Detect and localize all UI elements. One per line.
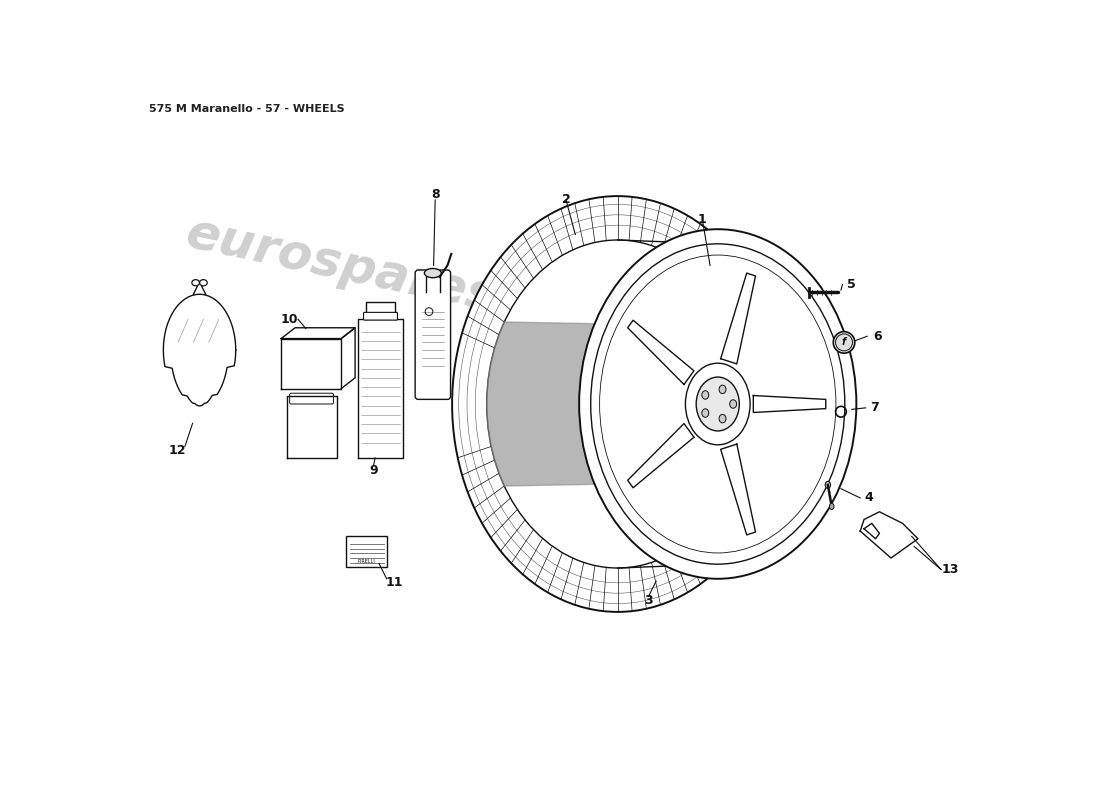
Text: 1: 1 <box>698 213 706 226</box>
Ellipse shape <box>834 332 855 353</box>
Text: 4: 4 <box>865 491 873 505</box>
Text: 2: 2 <box>562 194 571 206</box>
Ellipse shape <box>579 230 856 578</box>
Ellipse shape <box>729 400 737 408</box>
Polygon shape <box>754 395 826 413</box>
Text: 7: 7 <box>870 402 879 414</box>
Ellipse shape <box>719 414 726 423</box>
Ellipse shape <box>487 240 749 568</box>
Polygon shape <box>487 322 607 486</box>
Text: 5: 5 <box>847 278 856 291</box>
Text: eurospares: eurospares <box>519 276 839 378</box>
Text: eurospares: eurospares <box>180 209 500 322</box>
FancyBboxPatch shape <box>363 312 397 320</box>
Polygon shape <box>720 273 756 364</box>
Text: 11: 11 <box>386 576 403 589</box>
Text: f: f <box>842 338 846 347</box>
Polygon shape <box>720 444 756 535</box>
Text: 3: 3 <box>645 594 652 607</box>
FancyBboxPatch shape <box>345 537 387 567</box>
Text: 9: 9 <box>370 465 378 478</box>
Text: eurospares: eurospares <box>583 528 775 557</box>
Text: 12: 12 <box>168 444 186 457</box>
Ellipse shape <box>425 269 441 278</box>
Ellipse shape <box>591 244 845 564</box>
Text: 8: 8 <box>431 188 440 201</box>
FancyBboxPatch shape <box>415 270 451 399</box>
Text: 6: 6 <box>872 330 881 342</box>
Ellipse shape <box>829 503 834 510</box>
Ellipse shape <box>452 196 783 612</box>
Text: 575 M Maranello - 57 - WHEELS: 575 M Maranello - 57 - WHEELS <box>150 104 345 114</box>
Polygon shape <box>628 320 694 385</box>
Ellipse shape <box>696 377 739 431</box>
Ellipse shape <box>719 385 726 394</box>
Ellipse shape <box>685 363 750 445</box>
Ellipse shape <box>702 390 708 399</box>
Text: 10: 10 <box>280 313 298 326</box>
Text: 13: 13 <box>942 563 959 576</box>
Ellipse shape <box>825 482 830 488</box>
Polygon shape <box>628 423 694 488</box>
Ellipse shape <box>702 409 708 418</box>
Text: PIRELLI: PIRELLI <box>358 559 375 564</box>
